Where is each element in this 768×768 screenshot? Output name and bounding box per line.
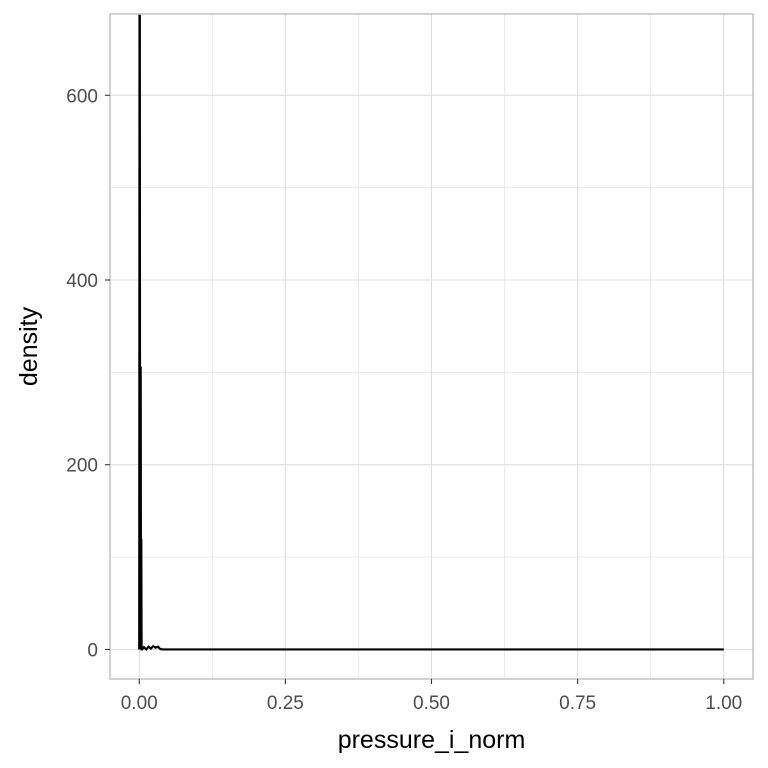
y-axis-ticks: 0 200 400 600	[66, 86, 110, 661]
y-axis-title: density	[15, 306, 43, 386]
y-tick-label: 200	[66, 456, 98, 477]
y-tick-label: 400	[66, 271, 98, 292]
x-axis-title: pressure_i_norm	[338, 726, 526, 754]
x-tick-label: 1.00	[705, 693, 742, 714]
x-tick-label: 0.50	[413, 693, 450, 714]
x-axis-ticks: 0.00 0.25 0.50 0.75 1.00	[121, 679, 742, 714]
density-line	[138, 14, 724, 652]
y-tick-label: 600	[66, 86, 98, 107]
y-tick-label: 0	[87, 640, 98, 661]
density-curve-layer	[138, 14, 724, 652]
x-tick-label: 0.25	[267, 693, 304, 714]
x-tick-label: 0.00	[121, 693, 158, 714]
x-tick-label: 0.75	[559, 693, 596, 714]
